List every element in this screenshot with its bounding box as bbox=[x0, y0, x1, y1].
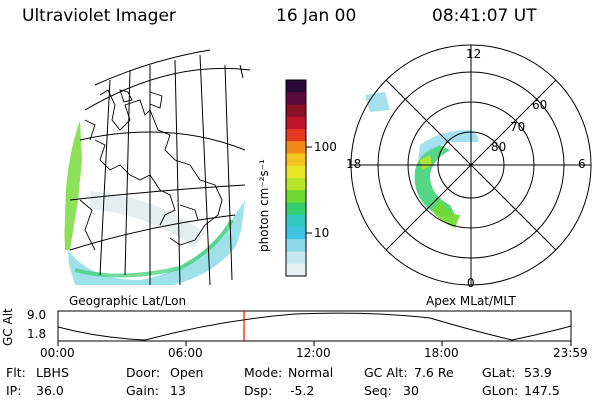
colorbar-swatch bbox=[286, 116, 306, 130]
colorbar-label: photon cm⁻²s⁻¹ bbox=[257, 159, 271, 252]
polar-caption: Apex MLat/MLT bbox=[426, 294, 516, 308]
altitude-xtick-1800: 18:00 bbox=[424, 346, 459, 360]
flt-label: Flt: bbox=[6, 365, 26, 380]
seq-value: 30 bbox=[403, 383, 419, 398]
colorbar-tick-10: 10 bbox=[314, 226, 330, 240]
geo-coastline bbox=[79, 89, 223, 251]
colorbar-swatch bbox=[286, 92, 306, 106]
altitude-xtick-0000: 00:00 bbox=[40, 346, 75, 360]
colorbar-swatch bbox=[286, 239, 306, 253]
instrument-title: Ultraviolet Imager bbox=[22, 6, 176, 26]
door-label: Door: bbox=[126, 365, 161, 380]
glon-value: 147.5 bbox=[524, 383, 560, 398]
gain-value: 13 bbox=[170, 383, 186, 398]
mlt-label-0: 0 bbox=[467, 276, 475, 290]
colorbar-swatch bbox=[286, 141, 306, 155]
colorbar-swatches bbox=[286, 80, 306, 277]
mode-label: Mode: bbox=[244, 365, 283, 380]
altitude-xtick-2359: 23:59 bbox=[553, 346, 588, 360]
ip-label: IP: bbox=[6, 383, 22, 398]
mlt-label-18: 18 bbox=[346, 157, 362, 171]
altitude-xtick-1200: 12:00 bbox=[296, 346, 331, 360]
mlat-label-70: 70 bbox=[510, 120, 526, 134]
colorbar-swatch bbox=[286, 202, 306, 216]
door-value: Open bbox=[170, 365, 204, 380]
glat-value: 53.9 bbox=[524, 365, 552, 380]
gain-label: Gain: bbox=[126, 383, 159, 398]
seq-label: Seq: bbox=[364, 383, 392, 398]
mlat-label-80: 80 bbox=[491, 140, 507, 154]
date-label: 16 Jan 00 bbox=[276, 6, 357, 26]
altitude-ytick-9: 9.0 bbox=[27, 308, 47, 322]
altitude-plot bbox=[57, 310, 572, 346]
altitude-ytick-1_8: 1.8 bbox=[27, 327, 47, 341]
flt-value: LBHS bbox=[36, 365, 69, 380]
colorbar-swatch bbox=[286, 227, 306, 240]
mlt-label-12: 12 bbox=[466, 47, 482, 61]
time-label: 08:41:07 UT bbox=[432, 6, 537, 26]
colorbar-swatch bbox=[286, 153, 306, 167]
colorbar-swatch bbox=[286, 251, 306, 265]
altitude-ylabel: GC Alt bbox=[1, 308, 15, 346]
mlat-label-60: 60 bbox=[532, 98, 548, 112]
colorbar-swatch bbox=[286, 178, 306, 191]
mlt-label-6: 6 bbox=[578, 157, 586, 171]
altitude-xtick-0600: 06:00 bbox=[168, 346, 203, 360]
glat-label: GLat: bbox=[482, 365, 516, 380]
colorbar-swatch bbox=[286, 80, 306, 93]
glon-label: GLon: bbox=[482, 383, 519, 398]
geo-caption: Geographic Lat/Lon bbox=[69, 294, 187, 308]
ip-value: 36.0 bbox=[36, 383, 64, 398]
colorbar-swatch bbox=[286, 129, 306, 142]
dsp-value: -5.2 bbox=[290, 383, 315, 398]
dsp-label: Dsp: bbox=[244, 383, 273, 398]
colorbar-swatch bbox=[286, 190, 306, 204]
colorbar-tick-100: 100 bbox=[314, 140, 337, 154]
polar-plot bbox=[350, 44, 592, 286]
colorbar-swatch bbox=[286, 214, 306, 228]
altitude-curve bbox=[57, 312, 572, 341]
geo-aurora bbox=[64, 120, 245, 285]
colorbar-swatch bbox=[286, 263, 306, 277]
colorbar bbox=[285, 79, 312, 277]
colorbar-swatch bbox=[286, 104, 306, 118]
geo-map bbox=[64, 49, 251, 286]
colorbar-swatch bbox=[286, 165, 306, 179]
gcalt-value: 7.6 Re bbox=[414, 365, 454, 380]
mode-value: Normal bbox=[288, 365, 334, 380]
gcalt-label: GC Alt: bbox=[364, 365, 408, 380]
